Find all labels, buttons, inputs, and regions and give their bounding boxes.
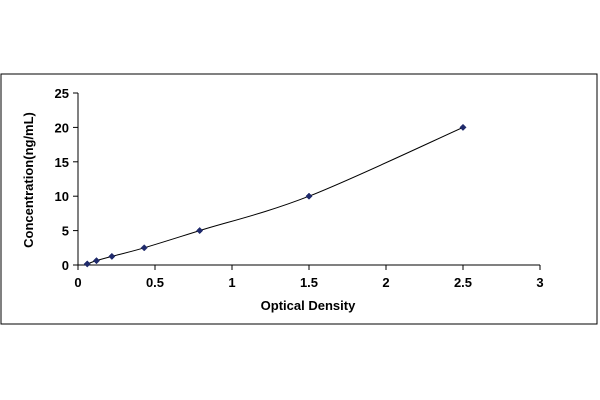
x-tick-label: 2.5 [454, 275, 472, 290]
data-point [92, 257, 101, 265]
y-axis-title: Concentration(ng/mL) [21, 112, 36, 248]
chart-border [0, 73, 598, 325]
x-tick-label: 2 [382, 275, 389, 290]
y-tick-label: 5 [62, 224, 69, 239]
y-tick-label: 20 [55, 120, 69, 135]
x-tick-label: 3 [536, 275, 543, 290]
y-tick-label: 15 [55, 155, 69, 170]
x-axis-title: Optical Density [261, 298, 356, 313]
data-point [83, 260, 91, 268]
data-point [140, 244, 148, 252]
x-ticks: 0 0.5 1 1.5 2 2.5 3 [74, 265, 544, 290]
x-tick-label: 1 [228, 275, 235, 290]
x-tick-label: 1.5 [300, 275, 318, 290]
x-tick-label: 0.5 [146, 275, 164, 290]
y-tick-label: 25 [55, 86, 69, 101]
plot-area: 0 5 10 15 20 25 0 0.5 1 1.5 2 2.5 3 [55, 86, 544, 290]
y-ticks: 0 5 10 15 20 25 [55, 86, 78, 273]
data-point [108, 252, 116, 260]
data-point [459, 123, 467, 131]
y-tick-label: 0 [62, 258, 69, 273]
y-tick-label: 10 [55, 189, 69, 204]
data-point [196, 227, 204, 235]
series-points [83, 123, 467, 268]
data-point [305, 192, 313, 200]
x-tick-label: 0 [74, 275, 81, 290]
